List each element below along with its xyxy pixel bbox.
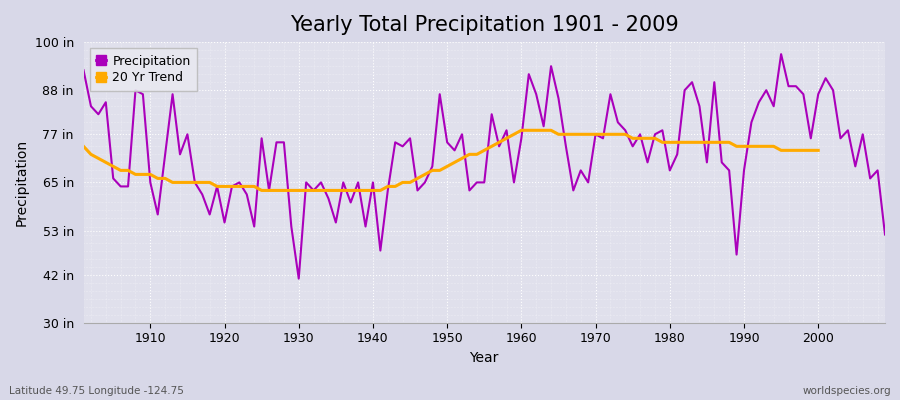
Text: Latitude 49.75 Longitude -124.75: Latitude 49.75 Longitude -124.75	[9, 386, 184, 396]
Legend: Precipitation, 20 Yr Trend: Precipitation, 20 Yr Trend	[90, 48, 197, 91]
Text: worldspecies.org: worldspecies.org	[803, 386, 891, 396]
Title: Yearly Total Precipitation 1901 - 2009: Yearly Total Precipitation 1901 - 2009	[290, 15, 679, 35]
Y-axis label: Precipitation: Precipitation	[15, 139, 29, 226]
X-axis label: Year: Year	[470, 351, 499, 365]
